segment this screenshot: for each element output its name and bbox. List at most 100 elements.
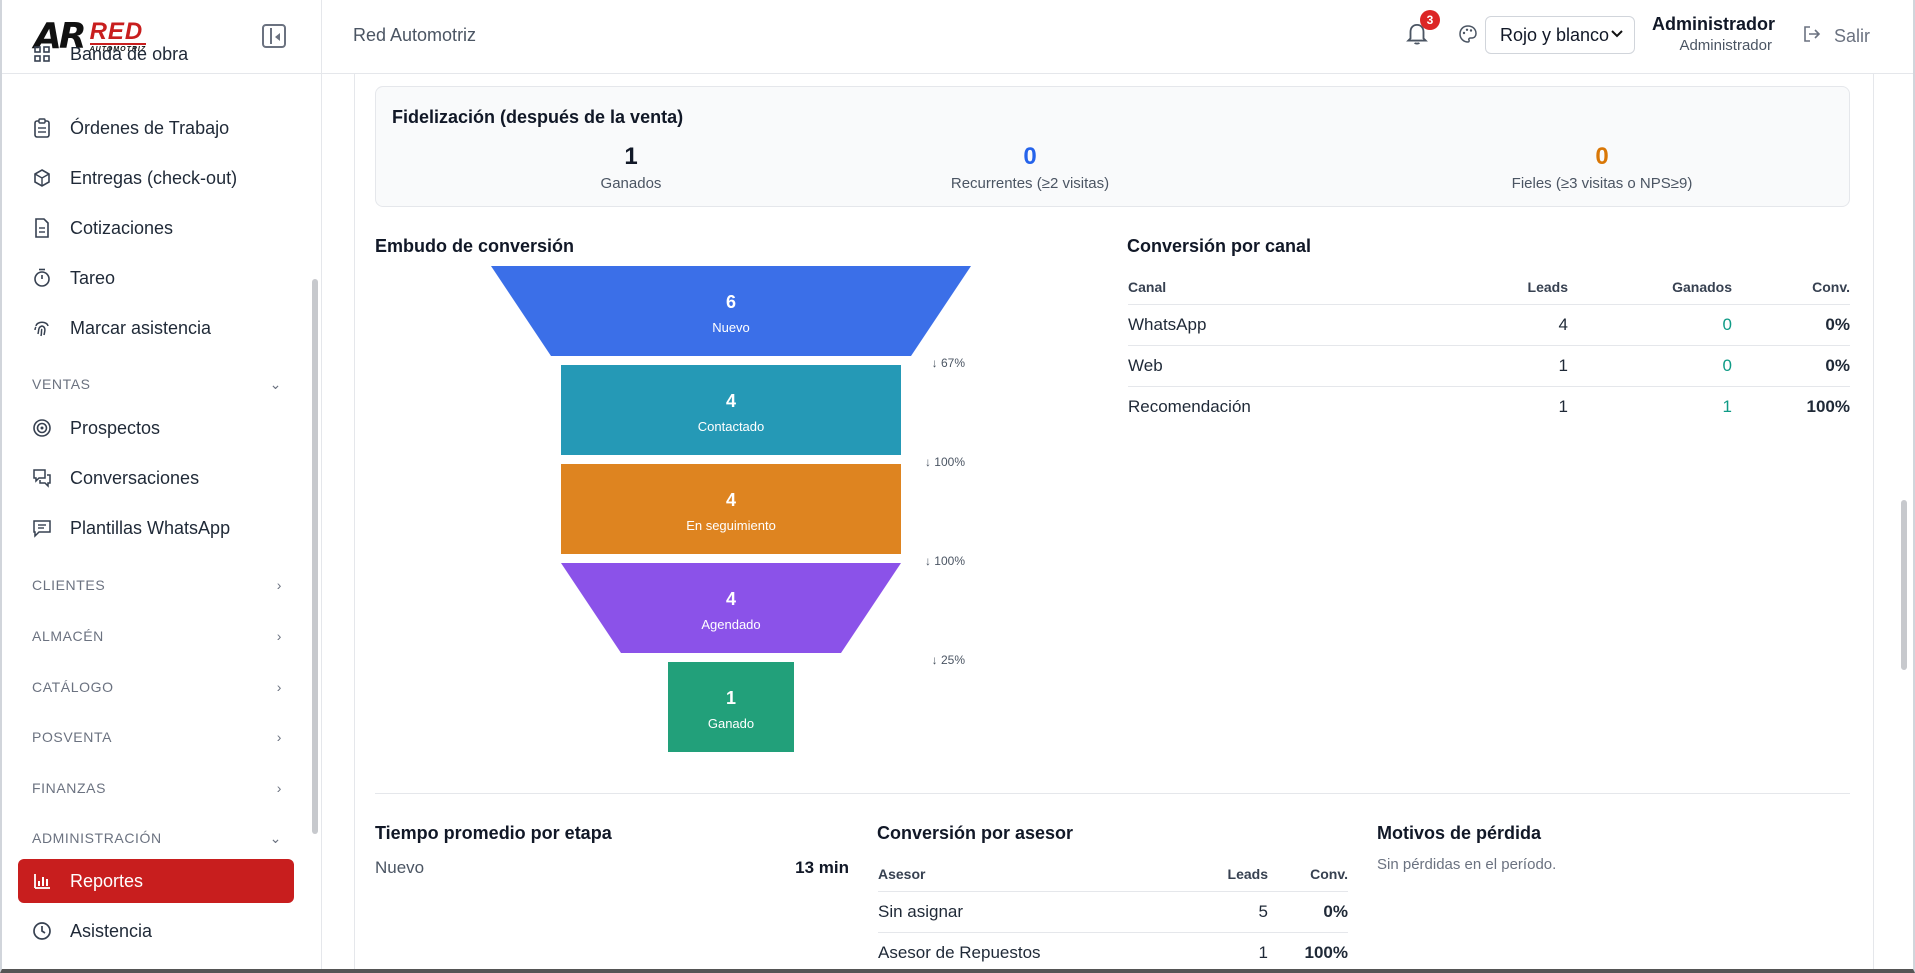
table-row: Recomendación 1 1 100% xyxy=(1128,386,1850,427)
logo-tagline: AUTOMOTRIZ xyxy=(89,42,147,53)
logout-label: Salir xyxy=(1834,26,1871,46)
sidebar-scrollbar-thumb[interactable] xyxy=(312,279,318,834)
section-label: ALMACÉN xyxy=(32,628,104,644)
section-almacen[interactable]: ALMACÉN › xyxy=(32,624,282,648)
funnel-stage-name: Nuevo xyxy=(712,320,750,335)
ganados-cell: 1 xyxy=(1722,396,1732,416)
section-label: CATÁLOGO xyxy=(32,679,114,695)
sidebar-item-entregas[interactable]: Entregas (check-out) xyxy=(18,156,294,200)
sidebar-item-asistencia[interactable]: Asistencia xyxy=(18,909,294,953)
content-scrollbar[interactable] xyxy=(1899,80,1909,970)
chevron-down-icon: ⌄ xyxy=(269,375,282,392)
chevron-down-icon: ⌄ xyxy=(269,829,282,846)
funnel-stage-en-seguimiento[interactable] xyxy=(561,464,901,554)
sidebar-item-tareo[interactable]: Tareo xyxy=(18,256,294,300)
section-label: FINANZAS xyxy=(32,780,107,796)
funnel-stage-agendado[interactable] xyxy=(561,563,901,653)
section-ventas[interactable]: VENTAS ⌄ xyxy=(32,372,282,396)
funnel-title: Embudo de conversión xyxy=(375,236,575,256)
funnel-stage-contactado[interactable] xyxy=(561,365,901,455)
sidebar: AR RED AUTOMOTRIZ Banda de obra Órdenes … xyxy=(2,0,322,969)
section-administracion[interactable]: ADMINISTRACIÓN ⌄ xyxy=(32,826,282,850)
stat-recurrentes: 0 Recurrentes (≥2 visitas) xyxy=(880,143,1180,192)
asesor-table: Asesor Leads Conv. Sin asignar 5 0% Ases… xyxy=(878,857,1348,969)
sidebar-item-marcar-asistencia[interactable]: Marcar asistencia xyxy=(18,306,294,350)
brand-logo[interactable]: AR RED AUTOMOTRIZ xyxy=(34,16,147,57)
palette-icon xyxy=(1458,24,1478,50)
sidebar-item-label: Entregas (check-out) xyxy=(70,167,238,188)
section-catalogo[interactable]: CATÁLOGO › xyxy=(32,675,282,699)
sidebar-item-label: Plantillas WhatsApp xyxy=(70,517,231,538)
clock-icon xyxy=(32,921,52,941)
asesor-cell: Asesor de Repuestos xyxy=(878,932,1178,969)
message-icon xyxy=(32,518,52,538)
sidebar-item-label: Prospectos xyxy=(70,417,161,438)
asesor-title: Conversión por asesor xyxy=(877,823,1074,843)
logo-mark: AR xyxy=(34,16,87,57)
perdida-empty-state: Sin pérdidas en el período. xyxy=(1377,856,1557,873)
sidebar-item-conversaciones[interactable]: Conversaciones xyxy=(18,456,294,500)
funnel-stage-ganado[interactable] xyxy=(668,662,794,752)
chevron-right-icon: › xyxy=(276,780,282,796)
content-scrollbar-thumb[interactable] xyxy=(1901,500,1907,670)
table-row: Sin asignar 5 0% xyxy=(878,891,1348,933)
bell-icon[interactable] xyxy=(1404,20,1434,50)
stat-value: 1 xyxy=(624,143,638,170)
leads-cell: 1 xyxy=(1558,396,1568,416)
breadcrumb[interactable]: Red Automotriz xyxy=(353,25,477,45)
canal-cell: Recomendación xyxy=(1128,396,1251,416)
chevron-down-icon xyxy=(1610,26,1624,43)
brand-header: AR RED AUTOMOTRIZ xyxy=(2,0,321,74)
user-name: Administrador xyxy=(1652,14,1776,34)
funnel-stage-name: Agendado xyxy=(701,617,760,632)
sidebar-item-prospectos[interactable]: Prospectos xyxy=(18,406,294,450)
conv-cell: 100% xyxy=(1268,932,1348,969)
leads-cell: 5 xyxy=(1178,891,1268,933)
fidelizacion-title: Fidelización (después de la venta) xyxy=(392,107,684,127)
timer-icon xyxy=(32,268,52,288)
funnel-drop: ↓ 25% xyxy=(932,653,966,667)
tiempo-stage: Nuevo xyxy=(375,858,425,877)
sidebar-item-banda-de-obra[interactable]: Banda de obra xyxy=(18,36,294,72)
column-header: Leads xyxy=(1178,857,1268,892)
chevron-right-icon: › xyxy=(276,577,282,593)
sidebar-item-plantillas-whatsapp[interactable]: Plantillas WhatsApp xyxy=(18,506,294,550)
conversion-funnel: 6 Nuevo ↓ 67% 4 Contactado ↓ 100% 4 En s… xyxy=(491,266,971,752)
theme-select-value: Rojo y blanco xyxy=(1500,24,1610,45)
funnel-stage-value: 4 xyxy=(726,490,736,510)
conv-cell: 100% xyxy=(1806,396,1850,416)
sidebar-item-cotizaciones[interactable]: Cotizaciones xyxy=(18,206,294,250)
canal-title: Conversión por canal xyxy=(1127,236,1312,256)
user-role: Administrador xyxy=(1679,37,1772,54)
funnel-stage-nuevo[interactable] xyxy=(491,266,971,356)
theme-select[interactable]: Rojo y blanco xyxy=(1485,16,1635,54)
user-info[interactable]: Administrador Administrador xyxy=(1652,14,1776,54)
fidelizacion-card: Fidelización (después de la venta) 1 Gan… xyxy=(375,86,1850,207)
section-label: VENTAS xyxy=(32,376,91,392)
sidebar-item-label: Cotizaciones xyxy=(70,217,174,238)
sidebar-scrollbar[interactable] xyxy=(311,74,319,969)
sidebar-item-ordenes-de-trabajo[interactable]: Órdenes de Trabajo xyxy=(18,106,294,150)
ganados-cell: 0 xyxy=(1568,304,1732,346)
funnel-drop: ↓ 100% xyxy=(925,455,965,469)
chevron-right-icon: › xyxy=(276,679,282,695)
column-header: Ganados xyxy=(1568,270,1732,305)
section-posventa[interactable]: POSVENTA › xyxy=(32,725,282,749)
sidebar-item-label: Reportes xyxy=(70,870,144,891)
chevron-right-icon: › xyxy=(276,729,282,745)
stat-label: Fieles (≥3 visitas o NPS≥9) xyxy=(1511,175,1693,192)
logo-name: RED xyxy=(89,17,144,45)
logout-button[interactable]: Salir xyxy=(1802,24,1870,49)
funnel-stage-value: 4 xyxy=(726,589,736,609)
logout-icon xyxy=(1802,24,1822,49)
collapse-sidebar-icon[interactable] xyxy=(262,24,286,48)
funnel-stage-value: 6 xyxy=(726,292,736,312)
section-finanzas[interactable]: FINANZAS › xyxy=(32,776,282,800)
sidebar-item-label: Tareo xyxy=(70,267,116,288)
column-header: Conv. xyxy=(1268,857,1348,892)
column-header: Canal xyxy=(1128,270,1428,305)
section-clientes[interactable]: CLIENTES › xyxy=(32,573,282,597)
sidebar-item-reportes[interactable]: Reportes xyxy=(18,859,294,903)
conv-cell: 0% xyxy=(1268,891,1348,933)
canal-cell: Web xyxy=(1128,345,1428,387)
